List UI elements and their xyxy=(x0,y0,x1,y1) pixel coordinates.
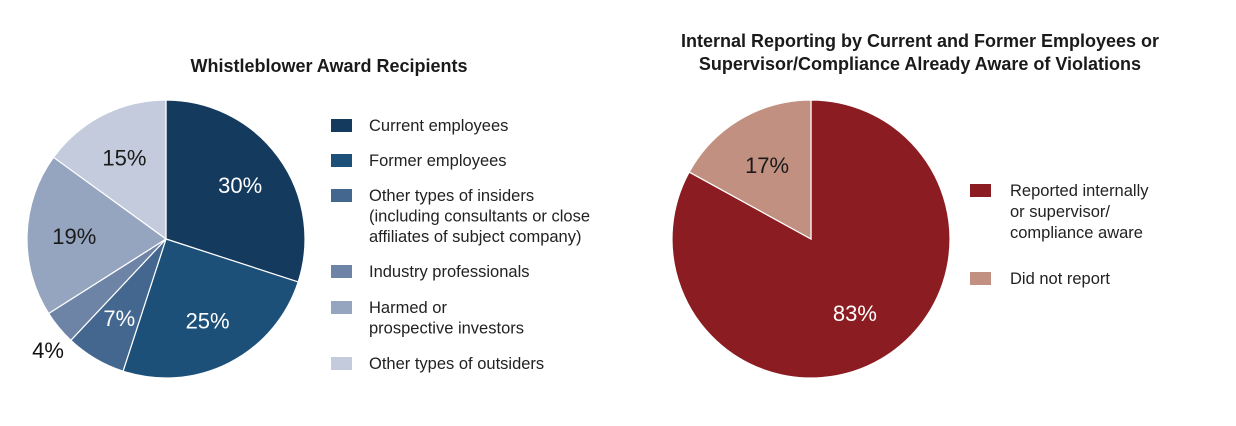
legend-label: Other types of insiders xyxy=(369,187,534,205)
legend-swatch xyxy=(970,184,991,197)
chart-title-line: Whistleblower Award Recipients xyxy=(190,56,467,76)
legend-swatch xyxy=(331,189,352,202)
legend-label: Other types of outsiders xyxy=(369,355,544,373)
chart-whistleblower-award-recipients: Whistleblower Award Recipients 30% 25% 7% 4%… xyxy=(26,56,590,379)
slice-percent-label: 19% xyxy=(52,224,96,249)
legend-swatch xyxy=(331,301,352,314)
chart-internal-reporting: Internal Reporting by Current and Former… xyxy=(671,31,1159,379)
legend-label: Did not report xyxy=(1010,270,1110,288)
legend-swatch xyxy=(331,119,352,132)
pie-slice-did-not-report xyxy=(688,99,812,241)
legend-label: prospective investors xyxy=(369,320,524,338)
slice-percent-label: 83% xyxy=(833,301,877,326)
legend-label: Industry professionals xyxy=(369,263,530,281)
legend-swatch xyxy=(331,265,352,278)
legend-swatch xyxy=(970,272,991,285)
legend-label: affiliates of subject company) xyxy=(369,228,581,246)
pie-slice-reported-internally-or-supervisor-compli xyxy=(671,99,951,379)
slice-percent-label: 17% xyxy=(745,153,789,178)
pie-slice-other-types-of-outsiders xyxy=(52,99,167,241)
legend-label: Harmed or xyxy=(369,299,447,317)
legend-swatch xyxy=(331,357,352,370)
slice-percent-label: 30% xyxy=(218,173,262,198)
legend-label: Reported internally xyxy=(1010,182,1149,200)
chart-title-line: Supervisor/Compliance Already Aware of V… xyxy=(699,54,1141,74)
legend-label: Former employees xyxy=(369,152,507,170)
pie-slice-former-employees xyxy=(122,238,299,379)
pie-slice-harmed-or-prospective-investors xyxy=(26,156,168,315)
legend-label: Current employees xyxy=(369,117,508,135)
slice-percent-label: 4% xyxy=(32,338,64,363)
legend-label: compliance aware xyxy=(1010,224,1143,242)
chart-title-line: Internal Reporting by Current and Former… xyxy=(681,31,1159,51)
slice-percent-label: 15% xyxy=(102,145,146,170)
legend-swatch xyxy=(331,154,352,167)
legend-label: (including consultants or close xyxy=(369,208,590,226)
legend-label: or supervisor/ xyxy=(1010,203,1110,221)
slice-percent-label: 25% xyxy=(186,309,230,334)
pie-slice-current-employees xyxy=(165,99,306,283)
slice-percent-label: 7% xyxy=(103,306,135,331)
